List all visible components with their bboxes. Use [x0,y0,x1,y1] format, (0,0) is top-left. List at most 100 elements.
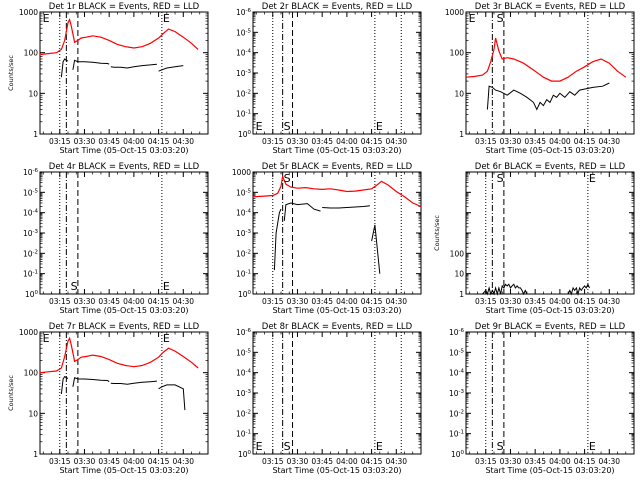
start-marker: S [284,440,291,453]
series-events-line [110,63,157,69]
y-tick-label: 100 [451,450,465,459]
x-tick-label: 04:15 [574,457,596,466]
plot-frame [39,171,209,295]
x-tick-label: 03:30 [74,457,96,466]
x-tick-label: 04:15 [361,297,383,306]
x-tick-label: 04:30 [385,297,407,306]
y-tick-label: 10-2 [236,249,251,258]
start-marker: S [284,172,291,185]
x-tick-label: 03:45 [311,137,333,146]
x-axis-label: Start Time (05-Oct-15 03:03:20) [272,466,401,475]
y-tick-label: 10-3 [236,229,252,238]
panel-title: Det 6r BLACK = Events, RED = LLD [475,162,626,172]
series-lld-line [39,336,199,374]
series-events-line [72,59,110,70]
y-tick-label: 100 [238,450,252,459]
end-marker: E [256,440,263,453]
series-events-line [158,384,186,411]
series-events-line [158,65,184,72]
panel-title: Det 4r BLACK = Events, RED = LLD [49,162,200,172]
x-axis-label: Start Time (05-Oct-15 03:03:20) [59,146,188,155]
end-marker: E [589,440,596,453]
end-marker: E [43,12,50,25]
y-tick-label: 10-2 [236,409,251,418]
x-tick-label: 04:00 [123,297,145,306]
series-events-line [322,205,370,209]
end-marker: E [43,332,50,345]
x-tick-label: 04:15 [361,137,383,146]
y-tick-label: 10-3 [449,389,465,398]
x-tick-label: 03:30 [500,457,522,466]
series-events-line [273,208,282,271]
y-tick-label: 10-1 [236,430,251,439]
x-tick-label: 03:15 [49,297,71,306]
y-tick-label: 10-6 [236,8,252,17]
x-tick-label: 03:15 [49,457,71,466]
x-tick-label: 04:30 [385,457,407,466]
plot-frame [465,331,635,455]
panel-det-5r: Det 5r BLACK = Events, RED = LLD 100 10-1 1… [232,162,422,315]
panel-det-3r: Det 3r BLACK = Events, RED = LLD 1 10 100 10… [445,2,635,155]
x-tick-label: 04:15 [574,137,596,146]
x-tick-label: 04:30 [598,457,620,466]
x-tick-label: 03:15 [262,457,284,466]
series-events-line [110,380,157,385]
end-marker: E [163,332,170,345]
y-tick-label: 10-1 [449,430,464,439]
end-marker: E [469,12,476,25]
end-marker: E [376,120,383,133]
y-tick-label: 10-6 [236,328,252,337]
x-tick-label: 04:00 [336,137,358,146]
x-tick-label: 03:15 [49,137,71,146]
start-marker: S [71,280,78,293]
panel-det-1r: Det 1r BLACK = Events, RED = LLD 1 10 100 10… [7,2,209,155]
start-marker: S [284,120,291,133]
y-tick-label: 10-4 [236,49,252,58]
start-marker: S [497,12,504,25]
y-tick-label: 1 [33,130,38,139]
y-tick-label: 10 [28,409,38,418]
x-tick-label: 04:30 [598,297,620,306]
panel-det-7r: Det 7r BLACK = Events, RED = LLD 1 10 100 10… [7,322,209,475]
x-tick-label: 04:30 [385,137,407,146]
x-tick-label: 03:45 [524,457,546,466]
y-tick-label: 10-3 [236,389,252,398]
x-tick-label: 03:30 [500,297,522,306]
y-tick-label: 10 [28,89,38,98]
x-tick-label: 04:15 [574,297,596,306]
series-events-line [60,375,69,394]
x-tick-label: 04:15 [148,297,170,306]
series-events-line [60,58,69,78]
x-tick-label: 04:00 [336,297,358,306]
y-tick-label: 10-6 [449,328,465,337]
y-tick-label: 10-4 [23,209,39,218]
y-tick-label: 10-5 [23,188,39,197]
y-tick-label: 10-5 [236,188,252,197]
x-tick-label: 03:30 [500,137,522,146]
y-tick-label: 10-2 [449,409,464,418]
x-tick-label: 04:30 [598,137,620,146]
y-tick-label: 10-5 [449,348,465,357]
end-marker: E [589,172,596,185]
x-tick-label: 04:15 [361,457,383,466]
series-events-line [72,377,110,387]
panel-det-8r: Det 8r BLACK = Events, RED = LLD 100 10-1 1… [236,322,422,475]
y-axis-label: Counts/sec [7,55,15,91]
end-marker: E [376,440,383,453]
y-tick-label: 10-1 [236,110,251,119]
x-tick-label: 04:00 [549,297,571,306]
x-axis-label: Start Time (05-Oct-15 03:03:20) [272,306,401,315]
panel-det-6r: Det 6r BLACK = Events, RED = LLD 1 10 100 Co… [433,162,635,315]
y-tick-label: 10 [454,270,464,279]
plot-frame [39,331,209,455]
y-axis-label: Counts/sec [433,215,441,251]
x-tick-label: 04:00 [336,457,358,466]
series-lld-line [39,17,199,56]
series-events-line [486,82,610,111]
x-axis-label: Start Time (05-Oct-15 03:03:20) [485,306,614,315]
panel-title: Det 1r BLACK = Events, RED = LLD [49,2,200,12]
x-tick-label: 03:30 [287,137,309,146]
panel-title: Det 8r BLACK = Events, RED = LLD [262,322,413,332]
y-tick-label: 100 [238,290,252,299]
